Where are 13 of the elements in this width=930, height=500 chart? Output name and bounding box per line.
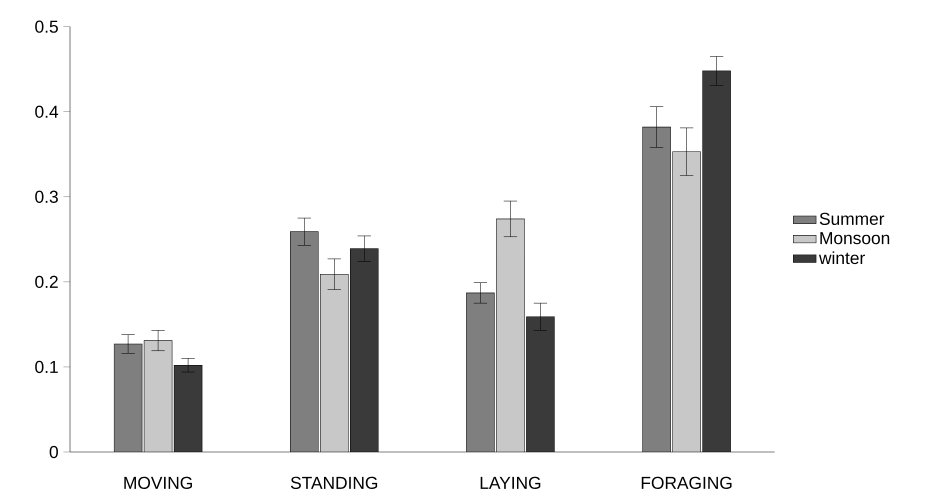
legend-label: Monsoon [820,232,890,244]
y-tick-label: 0 [50,446,58,458]
y-tick-label: 0.1 [35,360,58,374]
x-tick-label: FORAGING [642,476,732,489]
y-tick-label: 0.2 [35,276,58,288]
legend-label: winter [818,251,865,264]
x-tick-label: MOVING [124,476,192,489]
y-tick-label: 0.3 [35,190,58,203]
y-tick-label: 0.4 [35,106,58,118]
legend-label: Summer [820,212,884,225]
x-tick-label: STANDING [290,476,378,489]
y-tick-label: 0.5 [35,20,58,33]
x-tick-label: LAYING [480,476,540,489]
